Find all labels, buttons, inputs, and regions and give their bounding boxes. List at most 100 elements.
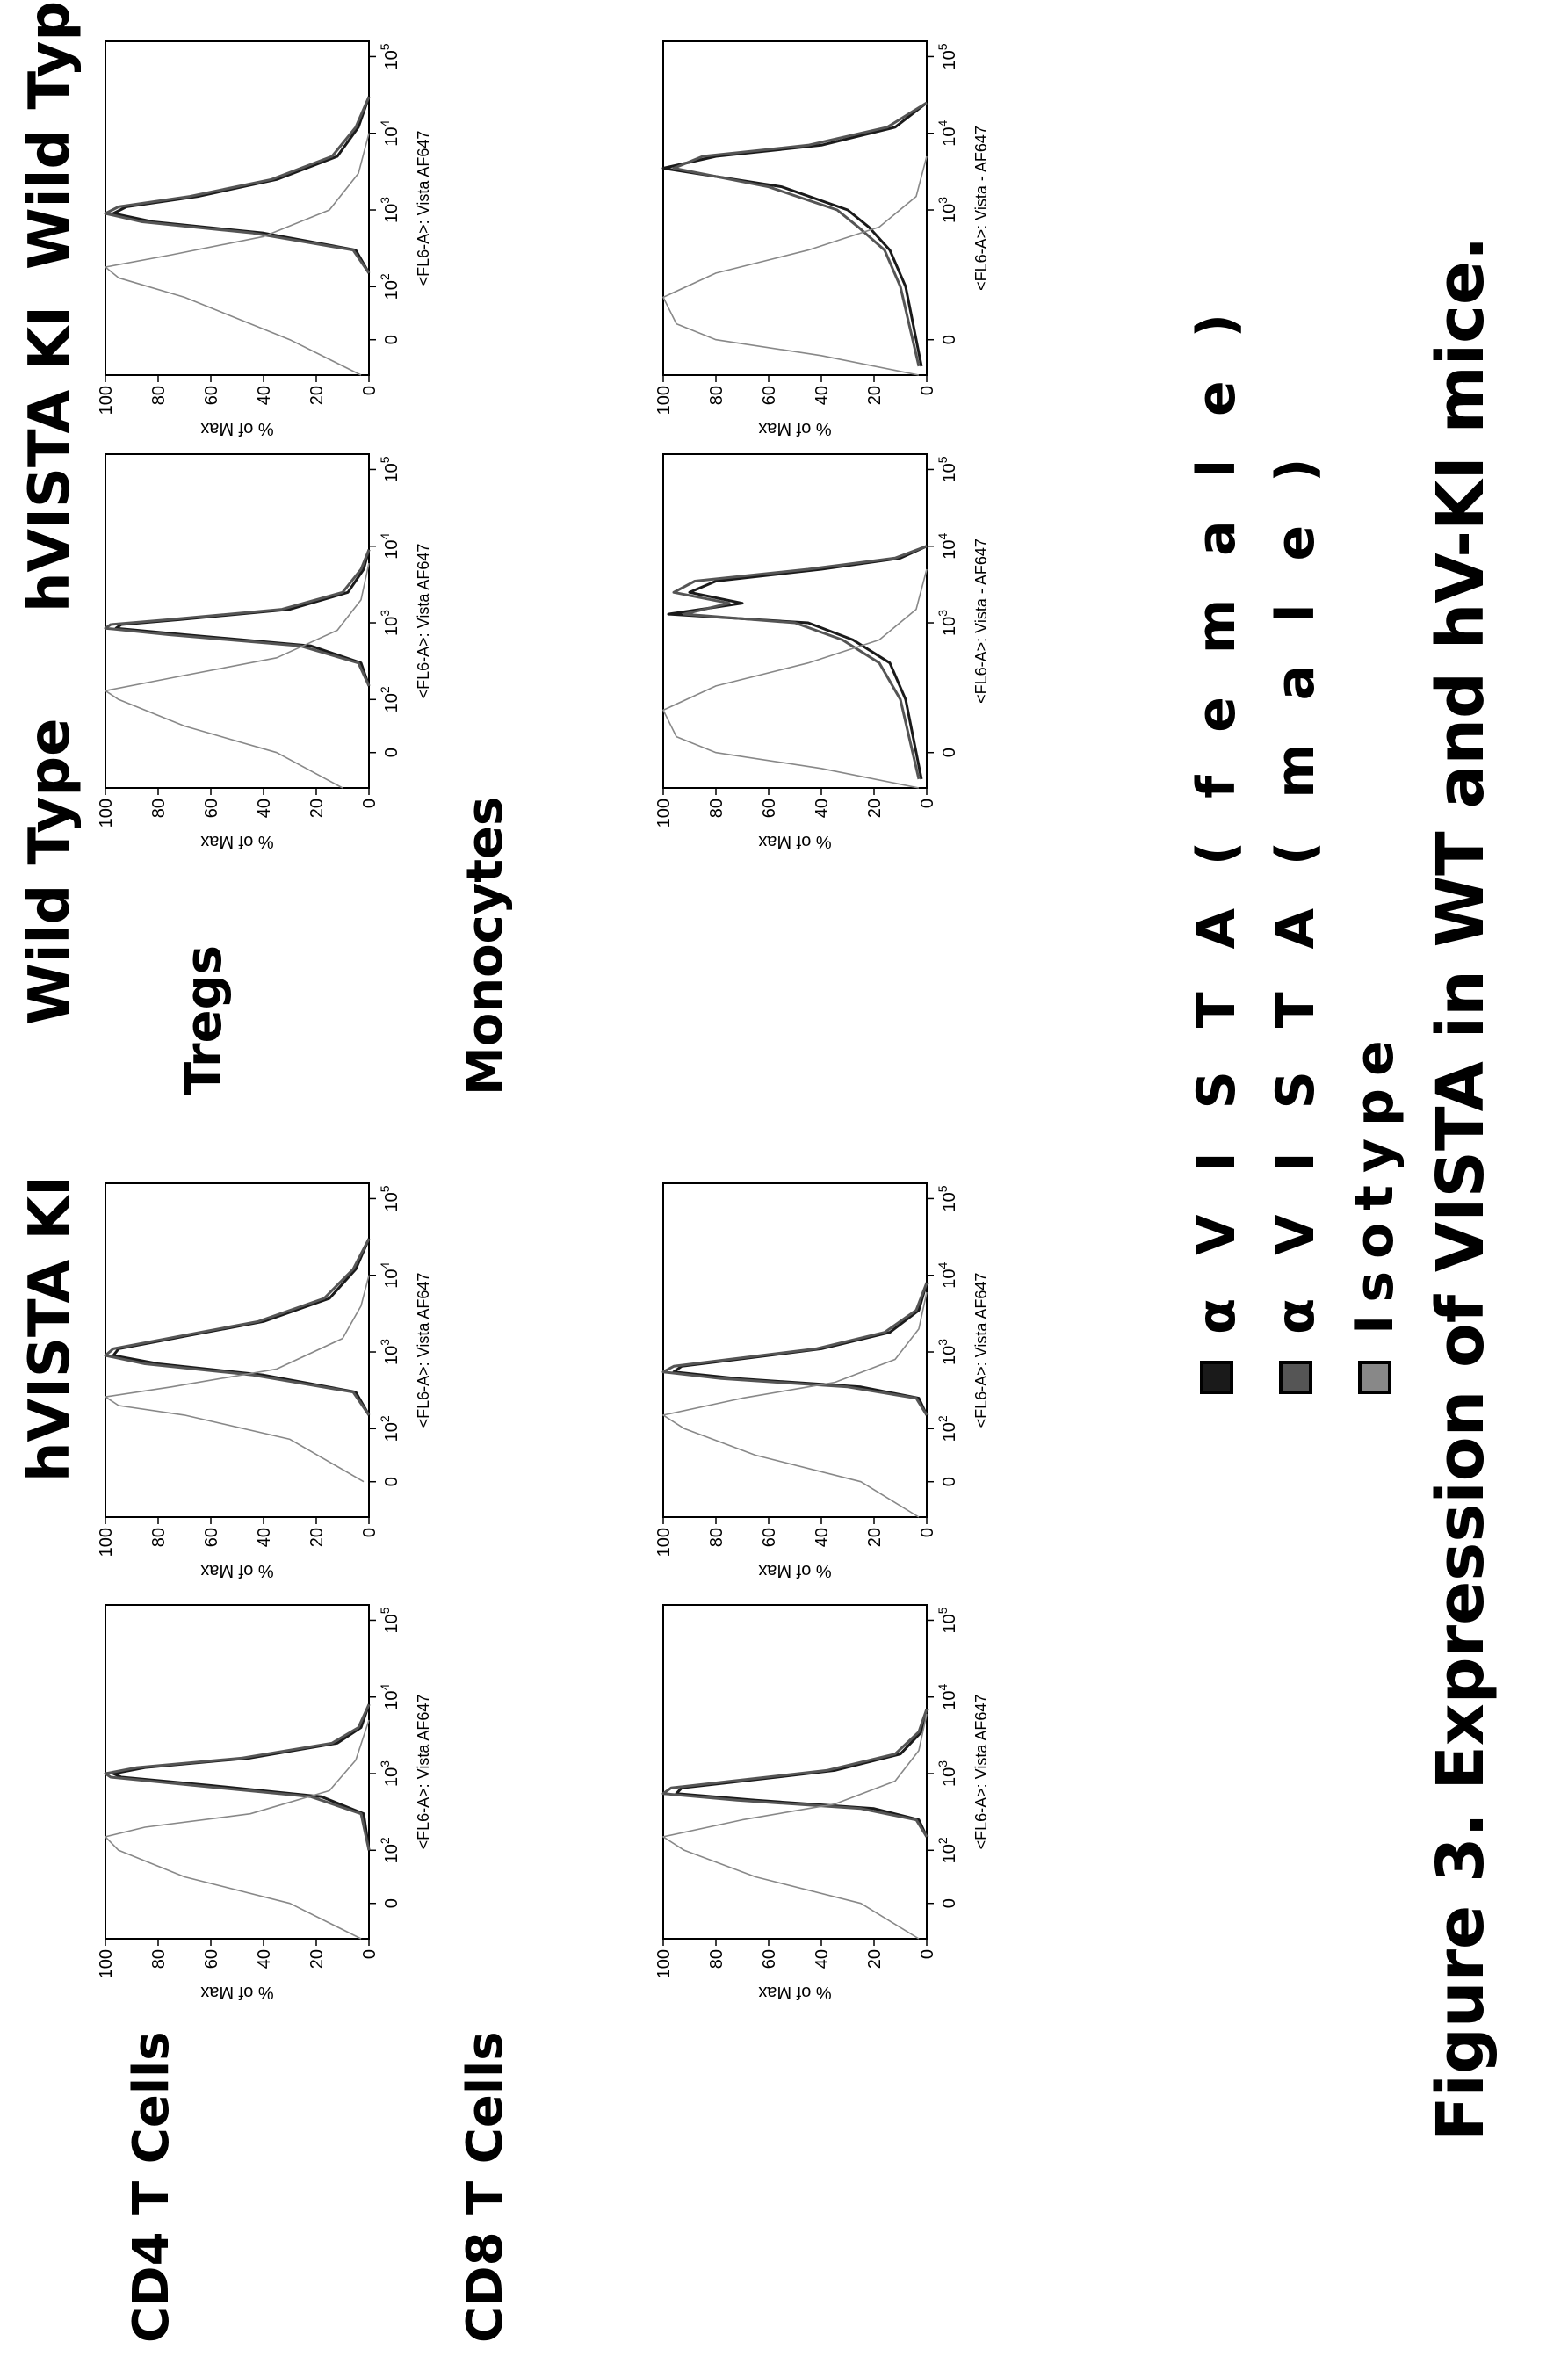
plot-area: 0 20 40 60 80 100 0 102 103 104 105 % of Max <FL6-A>… [97,1182,432,1580]
y-tick-label: 80 [149,1949,169,1969]
y-axis-label: % of Max [200,419,273,438]
x-tick-label: 0 [382,335,401,344]
plot-frame [662,453,928,789]
y-tick-label: 20 [865,1949,885,1969]
series-line-isotype [105,1719,370,1940]
x-tick-label: 0 [940,1898,959,1908]
series-line-male [661,1708,929,1838]
y-axis-label: % of Max [200,832,273,851]
chart-svg: 0 20 40 60 80 100 0 102 103 104 105 % of Max <FL6-A>… [97,1182,432,1580]
legend: α V I S T A ( f e m a l e ) α V I S T A … [1177,301,1414,1394]
x-tick-label: 103 [378,197,401,223]
x-tick-label: 105 [936,1185,959,1211]
plot-frame [662,1604,928,1940]
chart-svg: 0 20 40 60 80 100 0 102 103 104 105 % of Max <FL6-A>… [97,1604,432,2002]
y-tick-label: 40 [813,1528,832,1547]
y-tick-label: 20 [865,1528,885,1547]
series-line-male [672,545,928,780]
x-tick-label: 104 [936,533,959,560]
y-tick-label: 60 [760,1949,779,1969]
y-tick-label: 0 [918,1528,937,1537]
y-tick-label: 100 [654,1949,674,1978]
x-tick-label: 102 [936,1837,959,1863]
row-label-cd8: CD8 T Cells [457,2031,514,2343]
x-tick-label: 105 [936,1607,959,1633]
y-tick-label: 20 [865,386,885,405]
plot-frame [105,1182,370,1518]
y-tick-label: 60 [760,1528,779,1547]
legend-item-female: α V I S T A ( f e m a l e ) [1177,301,1256,1394]
plot-frame [662,1182,928,1518]
y-tick-label: 40 [255,1949,274,1969]
plot-area: 0 20 40 60 80 100 0 102 103 104 105 % of Max <FL6-A>… [654,1604,990,2002]
y-tick-label: 60 [202,1528,221,1547]
column-label-wt-2: Wild Type [18,0,83,270]
y-tick-label: 0 [360,1528,379,1537]
x-tick-label: 104 [378,1262,401,1289]
plot-area: 0 20 40 60 80 100 0 102 103 104 105 % of Max <FL6-A>… [97,40,432,438]
series-line-female [112,1703,371,1851]
x-axis-label: <FL6-A>: Vista AF647 [972,1273,990,1428]
histogram-monocytes-wild-type: 0 20 40 60 80 100 0 103 104 105 % of Max <FL6-A>: V… [654,445,997,851]
series-line-female [114,549,371,687]
legend-label-male: α V I S T A ( m a l e ) [1265,445,1326,1334]
plot-area: 0 20 40 60 80 100 0 103 104 105 % of Max <FL6-A>: V… [654,40,990,438]
x-tick-label: 104 [378,1684,401,1710]
series-line-male [104,1703,371,1851]
legend-item-male: α V I S T A ( m a l e ) [1256,301,1335,1394]
histogram-tregs-hvista-ki: 0 20 40 60 80 100 0 102 103 104 105 % of Max <FL6-A>… [97,33,439,438]
y-tick-label: 80 [707,1528,726,1547]
x-tick-label: 104 [936,120,959,147]
plot-frame [662,40,928,376]
histogram-cd8-wild-type: 0 20 40 60 80 100 0 102 103 104 105 % of Max <FL6-A>… [654,1596,997,2002]
plot-area: 0 20 40 60 80 100 0 102 103 104 105 % of Max <FL6-A>… [654,1182,990,1580]
x-axis-label: <FL6-A>: Vista AF647 [415,544,432,699]
y-tick-label: 80 [149,1528,169,1547]
legend-label-female: α V I S T A ( f e m a l e ) [1186,300,1247,1334]
y-tick-label: 80 [707,1949,726,1969]
y-tick-label: 60 [202,1949,221,1969]
series-line-isotype [105,1275,370,1483]
y-tick-label: 100 [97,1528,116,1557]
x-tick-label: 102 [378,1415,401,1442]
x-axis-label: <FL6-A>: Vista AF647 [415,1695,432,1850]
y-tick-label: 80 [149,386,169,405]
y-tick-label: 100 [654,799,674,828]
x-tick-label: 102 [936,1415,959,1442]
y-tick-label: 100 [97,1949,116,1978]
y-tick-label: 0 [360,1949,379,1959]
x-tick-label: 0 [382,1898,401,1908]
x-tick-label: 105 [936,43,959,69]
legend-swatch-isotype [1358,1361,1391,1394]
x-tick-label: 105 [378,456,401,482]
x-axis-label: <FL6-A>: Vista AF647 [415,1273,432,1428]
x-axis-label: <FL6-A>: Vista - AF647 [972,538,990,704]
y-tick-label: 20 [307,1528,327,1547]
series-line-isotype [662,568,928,789]
legend-swatch-female [1200,1361,1233,1394]
y-tick-label: 60 [202,799,221,818]
x-axis-label: <FL6-A>: Vista AF647 [415,131,432,286]
plot-area: 0 20 40 60 80 100 0 103 104 105 % of Max <FL6-A>: V… [654,453,990,851]
histogram-tregs-wild-type: 0 20 40 60 80 100 0 102 103 104 105 % of Max <FL6-A>… [97,445,439,851]
x-tick-label: 102 [378,686,401,712]
y-tick-label: 60 [760,799,779,818]
series-line-isotype [662,1713,928,1940]
series-line-male [661,1282,929,1416]
x-tick-label: 0 [382,1477,401,1486]
plot-area: 0 20 40 60 80 100 0 102 103 104 105 % of Max <FL6-A>… [97,453,432,851]
series-line-male [672,101,928,367]
figure-caption: Figure 3. Expression of VISTA in WT and … [1423,235,1499,2141]
histogram-cd4-wild-type: 0 20 40 60 80 100 0 102 103 104 105 % of Max <FL6-A>… [97,1596,439,2002]
chart-svg: 0 20 40 60 80 100 0 102 103 104 105 % of Max <FL6-A>… [97,453,432,851]
x-tick-label: 0 [940,335,959,344]
legend-label-isotype: Isotype [1344,1028,1405,1334]
histogram-monocytes-hvista-ki: 0 20 40 60 80 100 0 103 104 105 % of Max <FL6-A>: V… [654,33,997,438]
row-label-tregs: Tregs [176,944,233,1095]
y-tick-label: 20 [865,799,885,818]
x-tick-label: 103 [936,1339,959,1365]
y-tick-label: 40 [813,1949,832,1969]
series-line-isotype [105,562,370,789]
x-tick-label: 103 [936,197,959,223]
